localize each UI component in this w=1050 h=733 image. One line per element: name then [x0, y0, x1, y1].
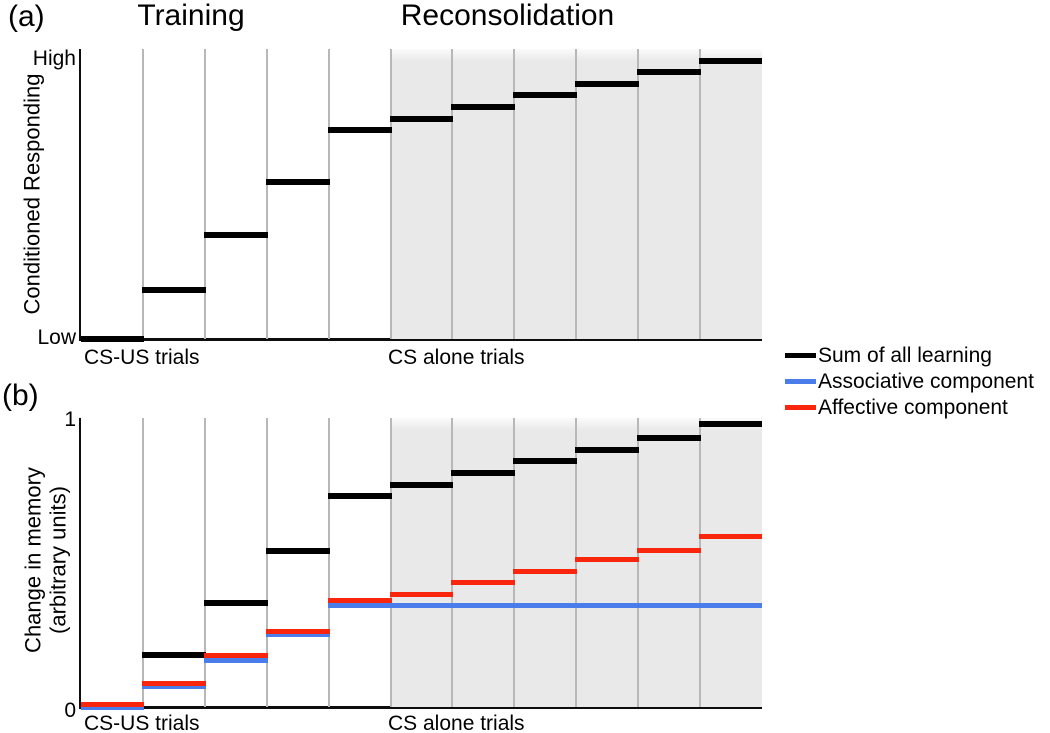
conditioned-responding-bar — [575, 80, 639, 87]
conditioned-responding-bar — [204, 231, 268, 238]
associative-component-bar — [451, 603, 515, 609]
conditioned-responding-bar — [390, 115, 453, 122]
trial-gridline — [637, 49, 639, 339]
trial-gridline — [637, 418, 639, 707]
trial-gridline — [513, 49, 515, 339]
conditioned-responding-bar — [81, 336, 144, 342]
reconsolidation-title: Reconsolidation — [400, 0, 615, 32]
legend-item-sum: Sum of all learning — [785, 342, 1034, 368]
affective-component-bar — [204, 652, 268, 658]
conditioned-responding-bar — [513, 92, 577, 99]
affective-component-bar — [390, 591, 453, 597]
sum-of-all-learning-bar — [575, 446, 639, 453]
trial-gridline — [390, 49, 392, 339]
affective-component-bar — [266, 629, 330, 635]
associative-component-bar — [637, 603, 701, 609]
legend-label-affective: Affective component — [818, 395, 1008, 419]
conditioned-responding-bar — [266, 179, 330, 186]
training-title: Training — [137, 0, 245, 32]
panel-b-plot-area — [79, 418, 762, 710]
trial-gridline — [328, 49, 330, 339]
conditioned-responding-bar — [451, 104, 515, 110]
panel-a-plot-area — [79, 49, 762, 342]
trial-gridline — [575, 418, 577, 707]
panel-a-y-axis — [79, 49, 81, 340]
trial-gridline — [699, 49, 701, 339]
conditioned-responding-bar — [637, 69, 701, 76]
associative-component-bar — [513, 603, 577, 609]
associative-line-swatch — [785, 378, 816, 384]
affective-component-bar — [637, 548, 701, 554]
panel-b-y-axis-label-line1: Change in memory — [20, 467, 46, 653]
associative-component-bar — [390, 603, 453, 609]
panel-a-ytick-high: High — [32, 47, 76, 70]
trial-gridline — [390, 418, 392, 707]
sum-line-swatch — [785, 352, 816, 358]
panel-a-label: (a) — [8, 0, 45, 33]
panel-b-ytick-0: 0 — [64, 699, 76, 722]
sum-of-all-learning-bar — [266, 547, 330, 554]
trial-gridline — [142, 49, 144, 339]
sum-of-all-learning-bar — [142, 652, 206, 658]
affective-component-bar — [142, 681, 206, 687]
sum-of-all-learning-bar — [513, 458, 577, 465]
legend: Sum of all learning Associative componen… — [785, 342, 1034, 420]
panel-a-xlabel-csus: CS-US trials — [84, 346, 200, 369]
trial-gridline — [328, 418, 330, 707]
panel-a-xlabel-csalone: CS alone trials — [388, 346, 525, 369]
associative-component-bar — [142, 684, 206, 690]
trial-gridline — [266, 418, 268, 707]
associative-component-bar — [328, 603, 392, 609]
legend-label-associative: Associative component — [818, 369, 1034, 393]
legend-item-affective: Affective component — [785, 394, 1034, 420]
affective-component-bar — [575, 557, 639, 563]
associative-component-bar — [204, 658, 268, 664]
panel-a-ytick-low: Low — [37, 326, 76, 349]
legend-label-sum: Sum of all learning — [818, 343, 992, 367]
sum-of-all-learning-bar — [390, 481, 453, 488]
sum-of-all-learning-bar — [204, 600, 268, 606]
trial-gridline — [266, 49, 268, 339]
affective-component-bar — [81, 701, 144, 707]
associative-component-bar — [266, 632, 330, 638]
trial-gridline — [513, 418, 515, 707]
trial-gridline — [451, 418, 453, 707]
trial-gridline — [451, 49, 453, 339]
panel-b-xlabel-csus: CS-US trials — [84, 712, 200, 733]
sum-of-all-learning-bar — [699, 420, 762, 427]
panel-b-ytick-1: 1 — [64, 408, 76, 431]
trial-gridline — [204, 49, 206, 339]
associative-component-bar — [575, 603, 639, 609]
panel-b-y-axis — [79, 418, 81, 708]
legend-item-associative: Associative component — [785, 368, 1034, 394]
associative-component-bar — [699, 603, 762, 609]
panel-b-y-axis-label-line2: (arbitrary units) — [45, 486, 70, 634]
panel-b-xlabel-csalone: CS alone trials — [388, 712, 525, 733]
affective-component-bar — [328, 597, 392, 603]
sum-of-all-learning-bar — [637, 435, 701, 442]
sum-of-all-learning-bar — [451, 469, 515, 476]
sum-of-all-learning-bar — [328, 493, 392, 499]
panel-b-label: (b) — [2, 379, 39, 412]
trial-gridline — [575, 49, 577, 339]
conditioned-responding-bar — [699, 57, 762, 64]
trial-gridline — [699, 418, 701, 707]
conditioned-responding-bar — [142, 286, 206, 293]
trial-gridline — [142, 418, 144, 707]
associative-component-bar — [81, 704, 144, 710]
panel-a-x-axis — [79, 338, 762, 341]
panel-b-x-axis — [79, 706, 762, 709]
affective-line-swatch — [785, 404, 816, 410]
panel-b-y-axis-label: Change in memory (arbitrary units) — [20, 467, 70, 653]
affective-component-bar — [699, 534, 762, 539]
affective-component-bar — [513, 568, 577, 574]
affective-component-bar — [451, 580, 515, 586]
panel-a-y-axis-label: Conditioned Responding — [19, 73, 45, 315]
conditioned-responding-bar — [328, 127, 392, 134]
trial-gridline — [204, 418, 206, 707]
